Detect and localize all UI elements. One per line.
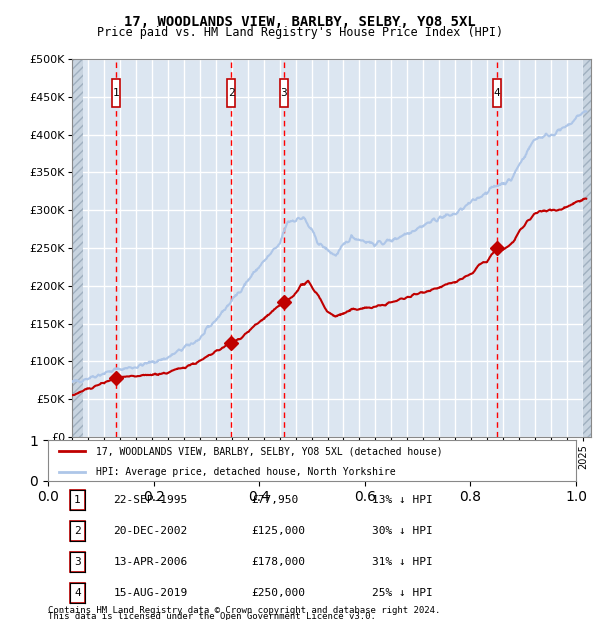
Text: Contains HM Land Registry data © Crown copyright and database right 2024.: Contains HM Land Registry data © Crown c… <box>48 606 440 615</box>
Text: This data is licensed under the Open Government Licence v3.0.: This data is licensed under the Open Gov… <box>48 611 376 620</box>
Text: 1: 1 <box>112 88 119 98</box>
Text: 3: 3 <box>281 88 287 98</box>
Text: 31% ↓ HPI: 31% ↓ HPI <box>372 557 433 567</box>
Text: 20-DEC-2002: 20-DEC-2002 <box>113 526 188 536</box>
Text: £250,000: £250,000 <box>251 588 305 598</box>
Text: 3: 3 <box>74 557 81 567</box>
Bar <box>72 59 83 437</box>
Text: 13% ↓ HPI: 13% ↓ HPI <box>372 495 433 505</box>
FancyBboxPatch shape <box>112 79 119 107</box>
Text: 25% ↓ HPI: 25% ↓ HPI <box>372 588 433 598</box>
Text: 17, WOODLANDS VIEW, BARLBY, SELBY, YO8 5XL (detached house): 17, WOODLANDS VIEW, BARLBY, SELBY, YO8 5… <box>95 446 442 456</box>
Text: 2: 2 <box>74 526 81 536</box>
Text: £178,000: £178,000 <box>251 557 305 567</box>
FancyBboxPatch shape <box>227 79 235 107</box>
Text: HPI: Average price, detached house, North Yorkshire: HPI: Average price, detached house, Nort… <box>95 467 395 477</box>
Text: £77,950: £77,950 <box>251 495 298 505</box>
Text: 30% ↓ HPI: 30% ↓ HPI <box>372 526 433 536</box>
Bar <box>583 59 591 437</box>
Text: 2: 2 <box>228 88 235 98</box>
Text: 1: 1 <box>74 495 81 505</box>
FancyBboxPatch shape <box>493 79 501 107</box>
Text: 4: 4 <box>74 588 81 598</box>
Bar <box>583 59 591 437</box>
Text: 22-SEP-1995: 22-SEP-1995 <box>113 495 188 505</box>
FancyBboxPatch shape <box>280 79 288 107</box>
Text: 15-AUG-2019: 15-AUG-2019 <box>113 588 188 598</box>
Text: 4: 4 <box>494 88 500 98</box>
Text: 17, WOODLANDS VIEW, BARLBY, SELBY, YO8 5XL: 17, WOODLANDS VIEW, BARLBY, SELBY, YO8 5… <box>124 16 476 30</box>
Text: 13-APR-2006: 13-APR-2006 <box>113 557 188 567</box>
Text: £125,000: £125,000 <box>251 526 305 536</box>
Bar <box>72 59 83 437</box>
Text: Price paid vs. HM Land Registry's House Price Index (HPI): Price paid vs. HM Land Registry's House … <box>97 26 503 39</box>
